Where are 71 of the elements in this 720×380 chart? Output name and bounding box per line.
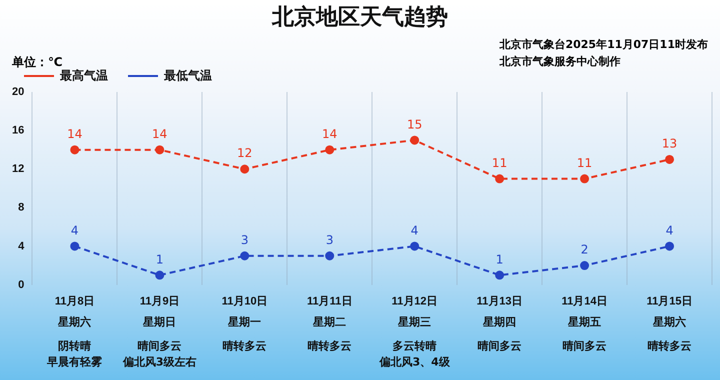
text: 星期二: [312, 316, 346, 329]
data-label: 3: [240, 233, 248, 248]
data-label: 13: [662, 136, 678, 151]
data-label: 1: [496, 252, 504, 266]
text: 晴转多云: [222, 340, 267, 353]
data-label: 11: [492, 156, 508, 170]
text: 早晨有轻雾: [46, 356, 102, 369]
data-label: 2: [580, 242, 588, 257]
y-tick-label: 16: [12, 124, 24, 137]
point: [240, 164, 250, 174]
text: 星期日: [142, 316, 176, 329]
x-tick-label: 11月10日: [222, 295, 268, 308]
text: 多云转晴: [392, 340, 437, 353]
text: 阴转晴: [58, 340, 92, 353]
y-tick-label: 4: [18, 240, 26, 252]
text: 星期一: [227, 316, 262, 329]
point: [325, 251, 334, 260]
chart-title: 北京地区天气趋势: [270, 4, 449, 32]
point: [325, 145, 334, 154]
point: [665, 154, 674, 164]
data-label: 1: [156, 252, 164, 266]
x-tick-label: 11月13日: [476, 295, 523, 308]
data-label: 4: [666, 223, 674, 238]
x-tick-label: 11月12日: [392, 295, 438, 308]
legend-label: 最高气温: [59, 68, 108, 82]
x-tick-label: 11月15日: [646, 295, 692, 308]
data-label: 14: [152, 126, 168, 141]
y-tick-label: 8: [18, 202, 24, 214]
point: [155, 270, 164, 280]
point: [240, 251, 250, 260]
point: [410, 136, 420, 145]
text: 晴间多云: [562, 340, 607, 353]
legend-label: 最低气温: [163, 68, 212, 82]
x-tick-label: 11月14日: [562, 295, 608, 308]
data-label: 14: [322, 126, 338, 141]
x-tick-label: 11月9日: [140, 295, 180, 308]
data-label: 12: [237, 146, 252, 160]
point: [155, 145, 164, 154]
point: [70, 242, 80, 251]
text: 北京市气象台2025年11月07日11时发布: [499, 37, 708, 53]
data-label: 3: [326, 233, 334, 248]
point: [495, 270, 504, 280]
text: 偏北风3级左右: [122, 356, 197, 369]
data-label: 4: [70, 223, 79, 238]
text: 晴转多云: [648, 340, 692, 353]
text: 晴转多云: [308, 340, 352, 353]
point: [410, 242, 420, 251]
text: 星期六: [57, 316, 92, 329]
text: 晴间多云: [138, 340, 182, 353]
y-tick-label: 0: [18, 278, 24, 291]
text: 星期六: [652, 316, 686, 329]
x-tick-label: 11月11日: [307, 295, 352, 308]
text: 星期五: [567, 316, 602, 329]
x-tick-label: 11月8日: [54, 295, 95, 308]
point: [70, 145, 80, 154]
data-label: 15: [406, 117, 422, 132]
text: 偏北风3、4级: [378, 356, 451, 369]
y-tick-label: 12: [12, 163, 24, 176]
data-label: 11: [576, 156, 592, 170]
y-tick-label: 20: [12, 86, 24, 98]
point: [495, 174, 504, 184]
point: [580, 174, 590, 184]
data-label: 4: [410, 223, 418, 238]
point: [665, 242, 674, 251]
text: 晴间多云: [478, 340, 522, 353]
text: 星期三: [397, 316, 432, 329]
text: 星期四: [482, 316, 516, 329]
text: 北京市气象服务中心制作: [499, 54, 622, 70]
data-label: 14: [67, 126, 82, 141]
text: 单位：℃: [12, 54, 63, 70]
point: [580, 261, 590, 270]
